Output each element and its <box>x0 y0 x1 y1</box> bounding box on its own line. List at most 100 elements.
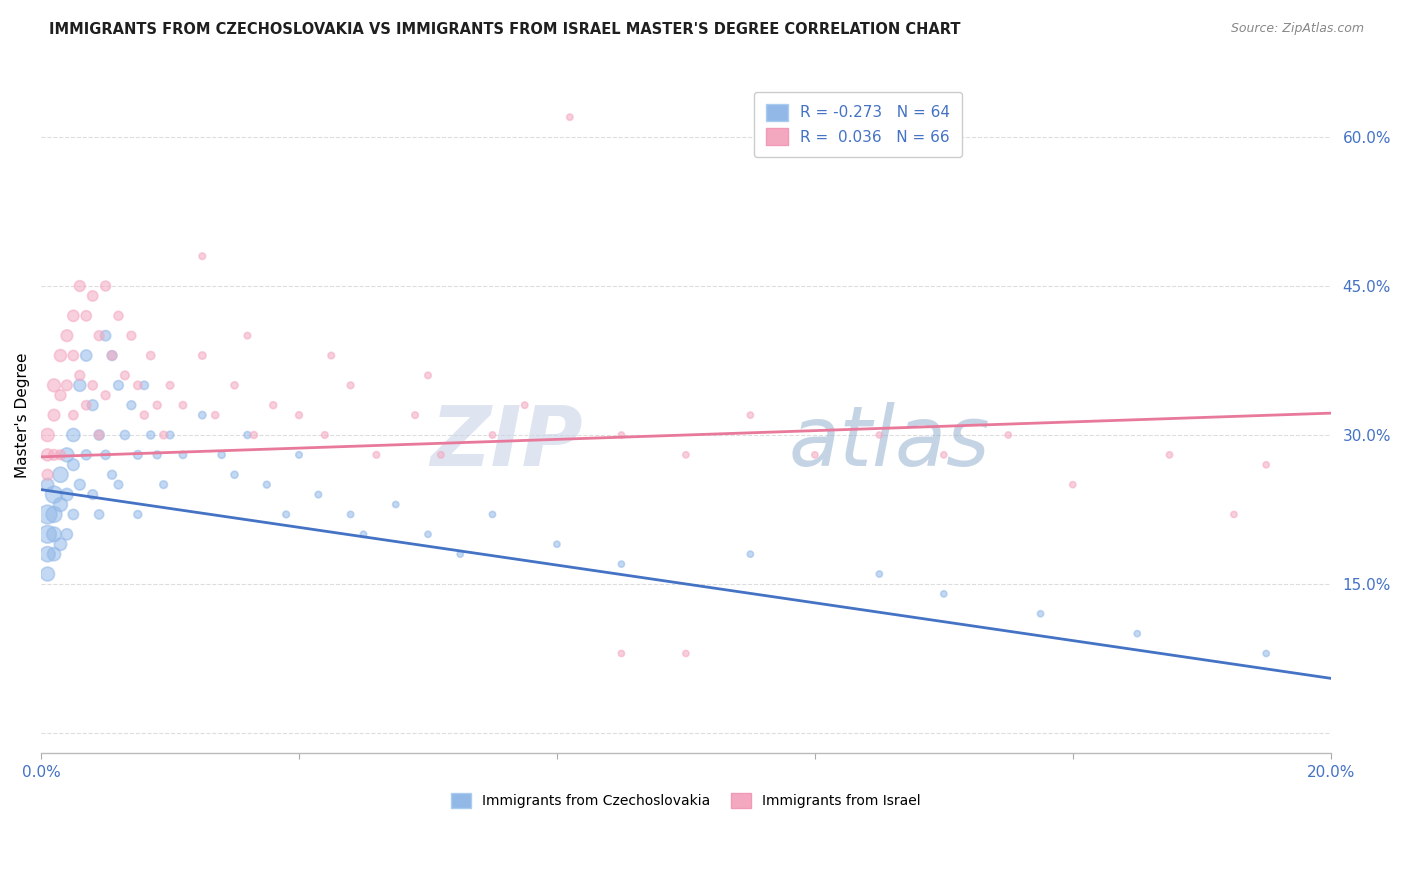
Point <box>384 498 406 512</box>
Point <box>191 349 214 363</box>
Point <box>172 448 194 462</box>
Point <box>134 378 156 392</box>
Point <box>675 647 697 661</box>
Point <box>37 547 59 561</box>
Point <box>56 328 79 343</box>
Point <box>42 408 65 422</box>
Point <box>114 368 136 383</box>
Point <box>159 428 181 442</box>
Point <box>932 587 955 601</box>
Point <box>997 428 1019 442</box>
Point <box>82 487 104 501</box>
Y-axis label: Master's Degree: Master's Degree <box>15 352 30 478</box>
Legend: Immigrants from Czechoslovakia, Immigrants from Israel: Immigrants from Czechoslovakia, Immigran… <box>446 787 927 814</box>
Text: atlas: atlas <box>789 401 991 483</box>
Point <box>120 328 142 343</box>
Point <box>276 508 298 522</box>
Point <box>513 398 536 412</box>
Point <box>243 428 266 442</box>
Point <box>740 547 762 561</box>
Point <box>37 567 59 582</box>
Point <box>430 448 453 462</box>
Point <box>288 448 311 462</box>
Point <box>366 448 388 462</box>
Point <box>558 110 581 124</box>
Point <box>449 547 471 561</box>
Point <box>107 309 129 323</box>
Point <box>120 398 142 412</box>
Point <box>288 408 311 422</box>
Point <box>932 448 955 462</box>
Point <box>62 349 84 363</box>
Point <box>256 477 278 491</box>
Point <box>37 508 59 522</box>
Point <box>62 508 84 522</box>
Point <box>404 408 426 422</box>
Point <box>1256 647 1278 661</box>
Point <box>236 328 259 343</box>
Point <box>42 527 65 541</box>
Point <box>262 398 284 412</box>
Point <box>42 487 65 501</box>
Point <box>42 508 65 522</box>
Point <box>314 428 336 442</box>
Point <box>204 408 226 422</box>
Point <box>146 448 169 462</box>
Point <box>307 487 329 501</box>
Point <box>610 647 633 661</box>
Point <box>107 477 129 491</box>
Point <box>127 508 149 522</box>
Point <box>224 378 246 392</box>
Point <box>610 557 633 571</box>
Point <box>191 249 214 263</box>
Point <box>49 448 72 462</box>
Point <box>89 428 111 442</box>
Point <box>82 378 104 392</box>
Point <box>481 508 503 522</box>
Point <box>42 378 65 392</box>
Point <box>37 477 59 491</box>
Point <box>416 368 439 383</box>
Point <box>69 477 91 491</box>
Point <box>353 527 375 541</box>
Point <box>152 428 174 442</box>
Point <box>94 328 117 343</box>
Point <box>339 378 361 392</box>
Text: IMMIGRANTS FROM CZECHOSLOVAKIA VS IMMIGRANTS FROM ISRAEL MASTER'S DEGREE CORRELA: IMMIGRANTS FROM CZECHOSLOVAKIA VS IMMIGR… <box>49 22 960 37</box>
Text: ZIP: ZIP <box>430 401 582 483</box>
Point <box>75 309 97 323</box>
Point <box>127 378 149 392</box>
Point <box>1029 607 1052 621</box>
Point <box>42 448 65 462</box>
Point <box>159 378 181 392</box>
Point <box>37 467 59 482</box>
Point <box>49 388 72 402</box>
Point <box>152 477 174 491</box>
Point <box>62 309 84 323</box>
Point <box>339 508 361 522</box>
Point <box>89 328 111 343</box>
Point <box>69 279 91 293</box>
Point <box>546 537 568 551</box>
Point <box>107 378 129 392</box>
Point <box>49 467 72 482</box>
Point <box>69 368 91 383</box>
Point <box>56 527 79 541</box>
Point <box>75 349 97 363</box>
Point <box>82 289 104 303</box>
Point <box>610 428 633 442</box>
Point <box>134 408 156 422</box>
Point <box>62 458 84 472</box>
Point <box>37 448 59 462</box>
Point <box>94 448 117 462</box>
Point <box>37 527 59 541</box>
Point <box>416 527 439 541</box>
Point <box>62 428 84 442</box>
Point <box>94 279 117 293</box>
Point <box>481 428 503 442</box>
Point <box>804 448 827 462</box>
Point <box>675 448 697 462</box>
Point <box>89 428 111 442</box>
Point <box>1256 458 1278 472</box>
Point <box>89 508 111 522</box>
